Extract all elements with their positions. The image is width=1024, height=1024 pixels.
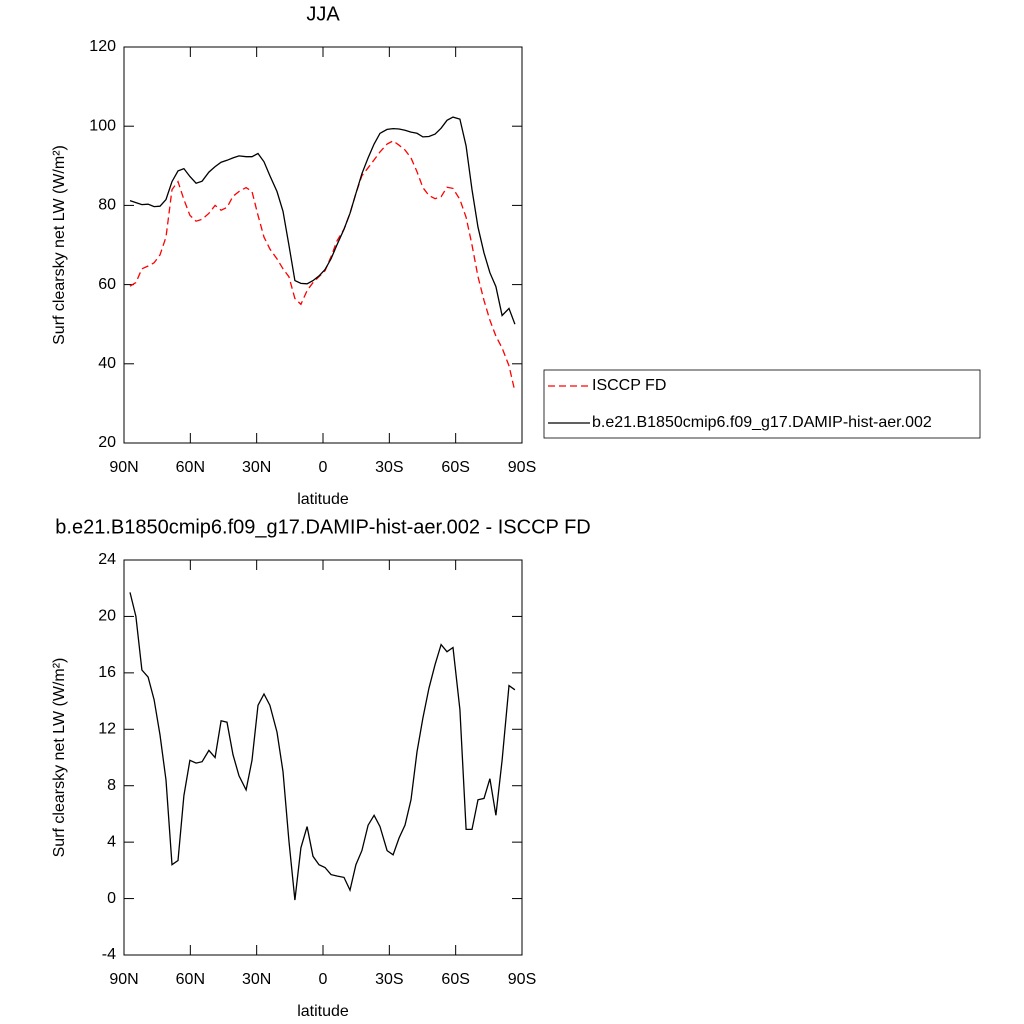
x-tick-label: 60N (176, 971, 205, 988)
y-tick-label: 16 (98, 664, 116, 681)
x-tick-label: 0 (319, 971, 328, 988)
x-tick-label: 90S (508, 971, 536, 988)
x-tick-label: 90N (109, 459, 138, 476)
y-tick-label: 12 (98, 721, 116, 738)
y-tick-label: -4 (102, 946, 116, 963)
x-tick-label: 30N (242, 971, 271, 988)
x-tick-label: 30S (375, 971, 403, 988)
x-tick-label: 60S (441, 971, 469, 988)
data-line (129, 116, 516, 325)
x-tick-label: 60N (176, 459, 205, 476)
x-tick-label: 30S (375, 459, 403, 476)
x-tick-label: 30N (242, 459, 271, 476)
y-tick-label: 80 (98, 197, 116, 214)
x-tick-label: 0 (319, 459, 328, 476)
x-tick-label: 90N (109, 971, 138, 988)
data-line (129, 592, 516, 901)
y-tick-label: 8 (107, 777, 116, 794)
x-tick-label: 90S (508, 459, 536, 476)
data-line (129, 140, 516, 392)
y-tick-label: 100 (89, 117, 116, 134)
y-tick-label: 60 (98, 276, 116, 293)
y-tick-label: 20 (98, 434, 116, 451)
plot-frame (123, 559, 523, 956)
legend-label: ISCCP FD (592, 377, 666, 394)
chart-title: b.e21.B1850cmip6.f09_g17.DAMIP-hist-aer.… (55, 516, 590, 538)
y-tick-label: 20 (98, 608, 116, 625)
x-tick-label: 60S (441, 459, 469, 476)
y-tick-label: 24 (98, 551, 116, 568)
y-tick-label: 40 (98, 355, 116, 372)
y-tick-label: 120 (89, 38, 116, 55)
plot-frame (123, 46, 523, 444)
y-tick-label: 4 (107, 833, 116, 850)
x-axis-label: latitude (297, 1003, 349, 1020)
y-tick-label: 0 (107, 890, 116, 907)
legend-label: b.e21.B1850cmip6.f09_g17.DAMIP-hist-aer.… (592, 414, 932, 431)
legend-box (543, 369, 981, 439)
y-axis-label: Surf clearsky net LW (W/m²) (51, 658, 68, 858)
x-axis-label: latitude (297, 491, 349, 508)
y-axis-label: Surf clearsky net LW (W/m²) (51, 145, 68, 345)
chart-title: JJA (306, 3, 340, 25)
